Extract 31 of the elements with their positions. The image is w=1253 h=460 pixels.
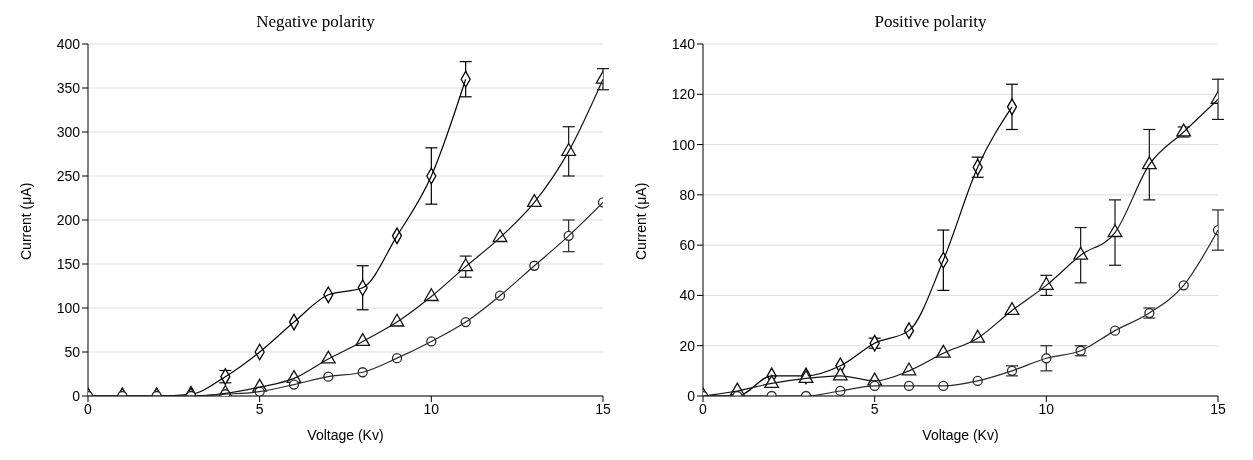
y-tick-label: 100 (671, 136, 696, 153)
y-tick-label: 150 (56, 255, 81, 272)
x-axis-title: Voltage (Kv) (307, 427, 384, 443)
x-tick-label: 0 (84, 400, 93, 417)
x-tick-label: 0 (699, 400, 708, 417)
y-tick-label: 0 (687, 387, 696, 404)
x-tick-label: 15 (1210, 400, 1226, 417)
x-axis-title: Voltage (Kv) (922, 427, 999, 443)
y-tick-label: 140 (671, 35, 696, 52)
y-tick-label: 80 (679, 186, 696, 203)
y-axis-title: Current (μA) (17, 182, 34, 260)
chart-title: Negative polarity (256, 12, 375, 31)
x-tick-label: 10 (423, 400, 440, 417)
y-tick-label: 0 (72, 387, 81, 404)
y-tick-label: 350 (56, 79, 81, 96)
y-tick-label: 120 (671, 86, 696, 103)
y-tick-label: 60 (679, 237, 696, 254)
x-tick-label: 10 (1038, 400, 1055, 417)
x-tick-label: 5 (870, 400, 879, 417)
x-tick-label: 5 (255, 400, 264, 417)
y-tick-label: 100 (56, 299, 81, 316)
y-tick-label: 400 (56, 35, 81, 52)
chart-title: Positive polarity (874, 12, 987, 31)
y-tick-label: 20 (679, 337, 696, 354)
y-tick-label: 50 (64, 343, 81, 360)
x-tick-label: 15 (595, 400, 611, 417)
y-axis-title: Current (μA) (632, 182, 649, 260)
y-tick-label: 300 (56, 123, 81, 140)
y-tick-label: 250 (56, 167, 81, 184)
y-tick-label: 200 (56, 211, 81, 228)
y-tick-label: 40 (679, 287, 696, 304)
